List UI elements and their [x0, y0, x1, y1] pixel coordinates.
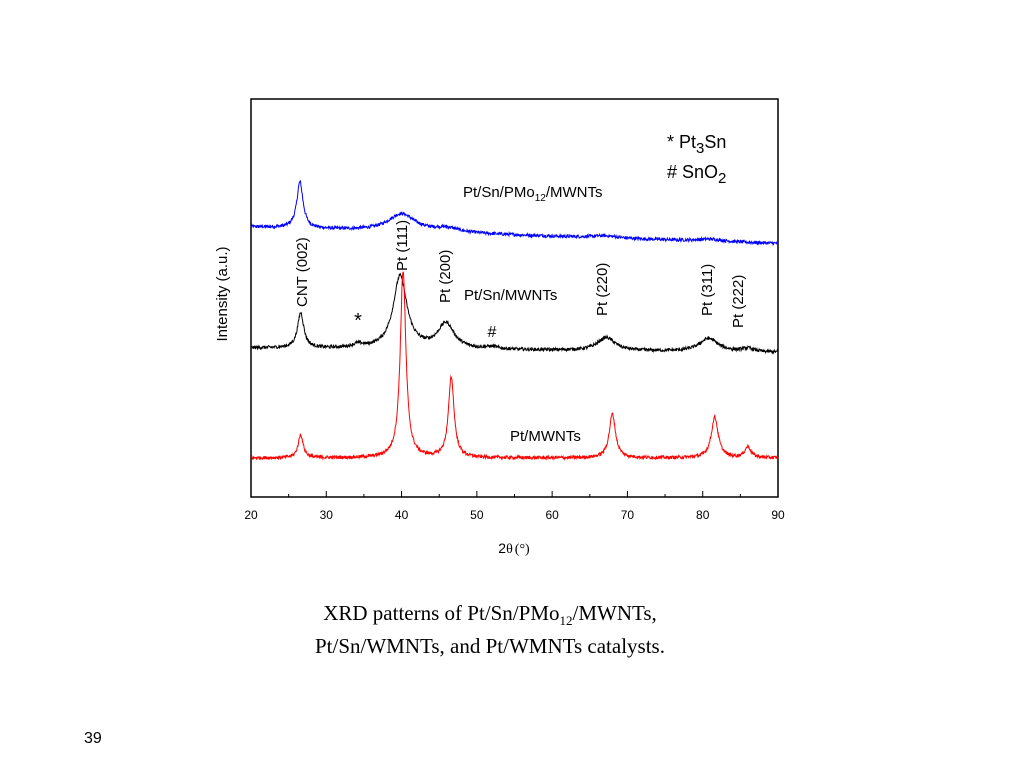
x-tick-label: 70 — [621, 508, 635, 522]
series-layer — [250, 179, 779, 462]
x-tick-label: 30 — [320, 508, 334, 522]
series-line-0 — [250, 179, 778, 246]
slide-number: 39 — [84, 730, 102, 747]
x-tick-label: 60 — [545, 508, 559, 522]
x-tick-label: 90 — [771, 508, 785, 522]
x-tick-label: 40 — [395, 508, 409, 522]
peak-label-pt-111: Pt (111) — [394, 220, 411, 271]
xrd-chart: 20 30 40 50 60 70 80 90 2θ (°) Intensity (a.u.) … — [214, 98, 785, 557]
series-label-pt-sn-pmo-mwnts: Pt/Sn/PMo12/MWNTs — [463, 184, 602, 204]
series-label-pt-mwnts: Pt/MWNTs — [510, 428, 581, 445]
x-axis-label: 2θ (°) — [498, 540, 530, 557]
peak-label-cnt-002: CNT (002) — [294, 237, 311, 307]
x-tick-label: 50 — [470, 508, 484, 522]
peak-label-pt-200: Pt (200) — [437, 250, 454, 303]
caption-line-1: XRD patterns of Pt/Sn/PMo12/MWNTs, — [323, 601, 657, 629]
peak-label-pt-220: Pt (220) — [594, 263, 611, 316]
figure-caption: XRD patterns of Pt/Sn/PMo12/MWNTs, Pt/Sn… — [0, 598, 980, 661]
series-label-pt-sn-mwnts: Pt/Sn/MWNTs — [464, 287, 557, 304]
peak-label-pt-311: Pt (311) — [699, 264, 716, 316]
sno2-marker: # — [488, 324, 497, 341]
series-line-1 — [250, 272, 779, 355]
y-axis-label: Intensity (a.u.) — [214, 246, 231, 341]
pt3sn-marker: * — [354, 310, 362, 332]
legend-sno2: # SnO2 — [667, 162, 726, 187]
legend-pt3sn: * Pt3Sn — [667, 132, 726, 157]
x-axis-ticks: 20 30 40 50 60 70 80 90 — [244, 491, 785, 522]
x-tick-label: 20 — [244, 508, 258, 522]
x-tick-label: 80 — [696, 508, 710, 522]
series-line-2 — [250, 271, 779, 462]
peak-label-pt-222: Pt (222) — [730, 275, 747, 328]
caption-line-2: Pt/Sn/WMNTs, and Pt/WMNTs catalysts. — [315, 634, 665, 659]
